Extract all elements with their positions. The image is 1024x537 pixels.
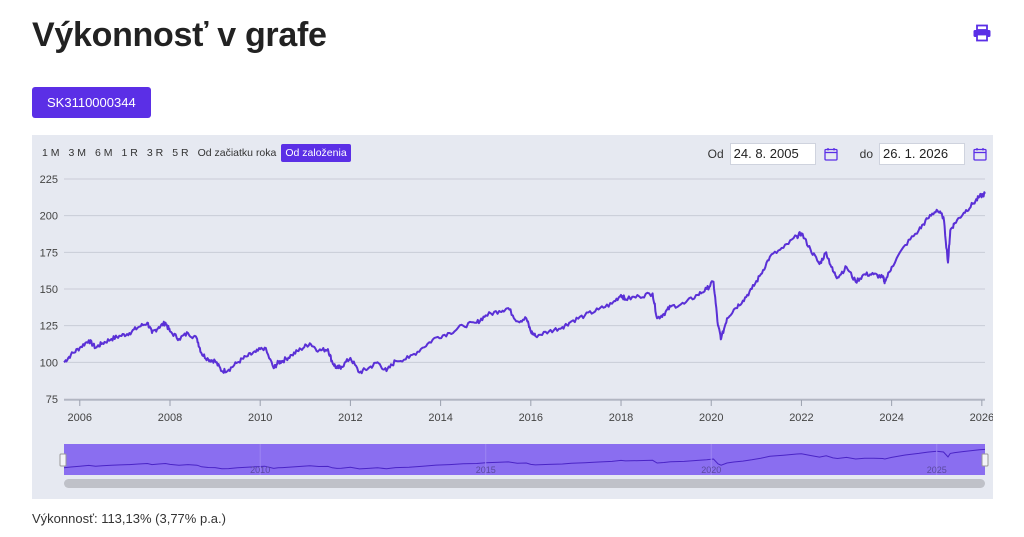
date-to-label: do <box>859 147 873 161</box>
navigator-tick-label: 2025 <box>927 465 947 475</box>
navigator-right-handle[interactable] <box>981 453 989 467</box>
y-tick-label: 225 <box>40 174 58 186</box>
x-tick-label: 2012 <box>338 412 362 424</box>
x-tick-label: 2026 <box>970 412 993 424</box>
x-tick-label: 2014 <box>428 412 452 424</box>
x-tick-label: 2022 <box>789 412 813 424</box>
page-title: Výkonnosť v grafe <box>32 16 327 54</box>
isin-button[interactable]: SK3110000344 <box>32 87 151 118</box>
navigator-selection[interactable] <box>64 444 985 475</box>
performance-summary: Výkonnosť: 113,13% (3,77% p.a.) <box>32 511 226 526</box>
range-navigator[interactable]: 2010 2015 2020 2025 <box>59 444 989 488</box>
navigator-line <box>63 448 986 470</box>
date-from-input[interactable]: 24. 8. 2005 <box>729 143 816 165</box>
performance-chart: 225 200 175 150 125 100 75 2006 2008 2010 2012 201… <box>40 174 993 488</box>
y-tick-label: 125 <box>40 321 58 333</box>
y-tick-label: 200 <box>40 211 58 223</box>
range-button-6m[interactable]: 6 M <box>95 147 113 159</box>
navigator-tick-label: 2020 <box>701 465 721 475</box>
navigator-left-handle[interactable] <box>59 453 67 467</box>
navigator-scrollbar[interactable] <box>64 479 985 488</box>
y-tick-label: 150 <box>40 284 58 296</box>
date-range-picker: Od 24. 8. 2005 do 26. 1. 2026 <box>698 143 987 165</box>
chart-panel: 225 200 175 150 125 100 75 2006 2008 2010 2012 201… <box>32 135 993 499</box>
navigator-tick-label: 2010 <box>250 465 270 475</box>
y-tick-label: 75 <box>46 394 58 406</box>
range-button-1r[interactable]: 1 R <box>121 147 138 159</box>
range-button-since-inception[interactable]: Od založenia <box>281 144 351 162</box>
calendar-icon[interactable] <box>823 147 838 161</box>
x-tick-label: 2018 <box>609 412 633 424</box>
x-tick-label: 2016 <box>519 412 543 424</box>
performance-line <box>63 191 986 375</box>
calendar-icon[interactable] <box>973 147 987 161</box>
x-tick-label: 2024 <box>879 412 903 424</box>
date-from-label: Od <box>707 147 724 161</box>
range-button-5r[interactable]: 5 R <box>172 147 189 159</box>
range-button-3r[interactable]: 3 R <box>146 147 164 159</box>
printer-icon[interactable] <box>972 24 992 42</box>
range-button-1m[interactable]: 1 M <box>42 147 60 159</box>
y-tick-label: 175 <box>40 247 58 259</box>
range-button-3m[interactable]: 3 M <box>68 147 87 159</box>
range-selector: 1 M 3 M 6 M 1 R 3 R 5 R Od začiatku roka… <box>38 143 352 163</box>
x-tick-label: 2008 <box>158 412 182 424</box>
y-tick-label: 100 <box>40 357 58 369</box>
date-to-input[interactable]: 26. 1. 2026 <box>879 143 965 165</box>
x-tick-label: 2020 <box>699 412 723 424</box>
x-tick-label: 2006 <box>68 412 92 424</box>
range-button-ytd[interactable]: Od začiatku roka <box>197 147 277 159</box>
navigator-tick-label: 2015 <box>476 465 496 475</box>
x-tick-label: 2010 <box>248 412 272 424</box>
